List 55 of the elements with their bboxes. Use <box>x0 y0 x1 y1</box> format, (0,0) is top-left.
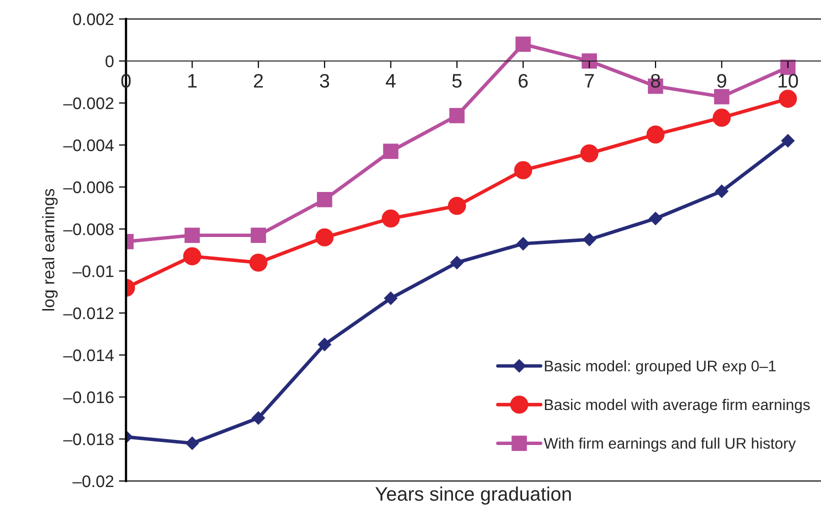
point <box>184 228 200 243</box>
y-tick-label: –0.012 <box>63 307 114 320</box>
y-tick-label: –0.01 <box>72 265 114 278</box>
point <box>582 53 597 69</box>
y-tick-label: –0.016 <box>63 391 114 404</box>
point <box>185 436 200 450</box>
point <box>781 134 795 148</box>
y-tick-label: 0.002 <box>73 13 114 26</box>
x-tick-label: 10 <box>778 74 798 88</box>
y-tick-label: –0.004 <box>63 139 114 152</box>
y-tick-label: –0.014 <box>63 349 114 362</box>
point <box>580 144 598 162</box>
x-tick-label: 2 <box>254 74 263 88</box>
point <box>316 192 332 208</box>
x-axis-title: Years since graduation <box>375 486 571 505</box>
x-tick-label: 9 <box>717 74 726 88</box>
y-tick-label: –0.02 <box>72 475 114 488</box>
point <box>383 144 398 159</box>
y-tick-label: –0.008 <box>63 223 114 236</box>
point <box>252 411 266 425</box>
legend-label: Basic model with average firm earnings <box>544 398 810 414</box>
legend-label: Basic model: grouped UR exp 0–1 <box>544 360 776 374</box>
point <box>250 228 266 243</box>
point <box>382 209 400 228</box>
point <box>646 125 665 144</box>
point <box>183 247 202 266</box>
point <box>516 236 530 251</box>
point <box>648 212 662 226</box>
point <box>516 36 531 52</box>
point <box>582 232 596 246</box>
y-tick-label: –0.002 <box>63 97 114 110</box>
x-tick-label: 3 <box>320 74 330 88</box>
point <box>778 90 797 108</box>
y-tick-label: 0 <box>106 55 114 68</box>
point <box>449 108 465 124</box>
y-axis-title: log real earnings <box>42 188 58 310</box>
point <box>714 184 729 198</box>
point <box>450 256 464 270</box>
x-tick-label: 4 <box>386 74 396 88</box>
y-tick-label: –0.018 <box>63 433 114 446</box>
point <box>384 291 398 306</box>
legend-label: With firm earnings and full UR history <box>544 438 796 452</box>
x-tick-label: 1 <box>188 74 197 88</box>
point <box>714 89 730 104</box>
point <box>316 228 334 246</box>
x-tick-label: 6 <box>518 74 528 88</box>
point <box>514 161 532 180</box>
x-tick-label: 7 <box>584 74 594 88</box>
point <box>780 60 796 75</box>
point <box>318 338 332 352</box>
point <box>249 254 268 272</box>
point <box>448 196 466 215</box>
point <box>712 108 731 127</box>
y-tick-label: –0.006 <box>63 181 114 194</box>
x-tick-label: 5 <box>452 74 462 88</box>
